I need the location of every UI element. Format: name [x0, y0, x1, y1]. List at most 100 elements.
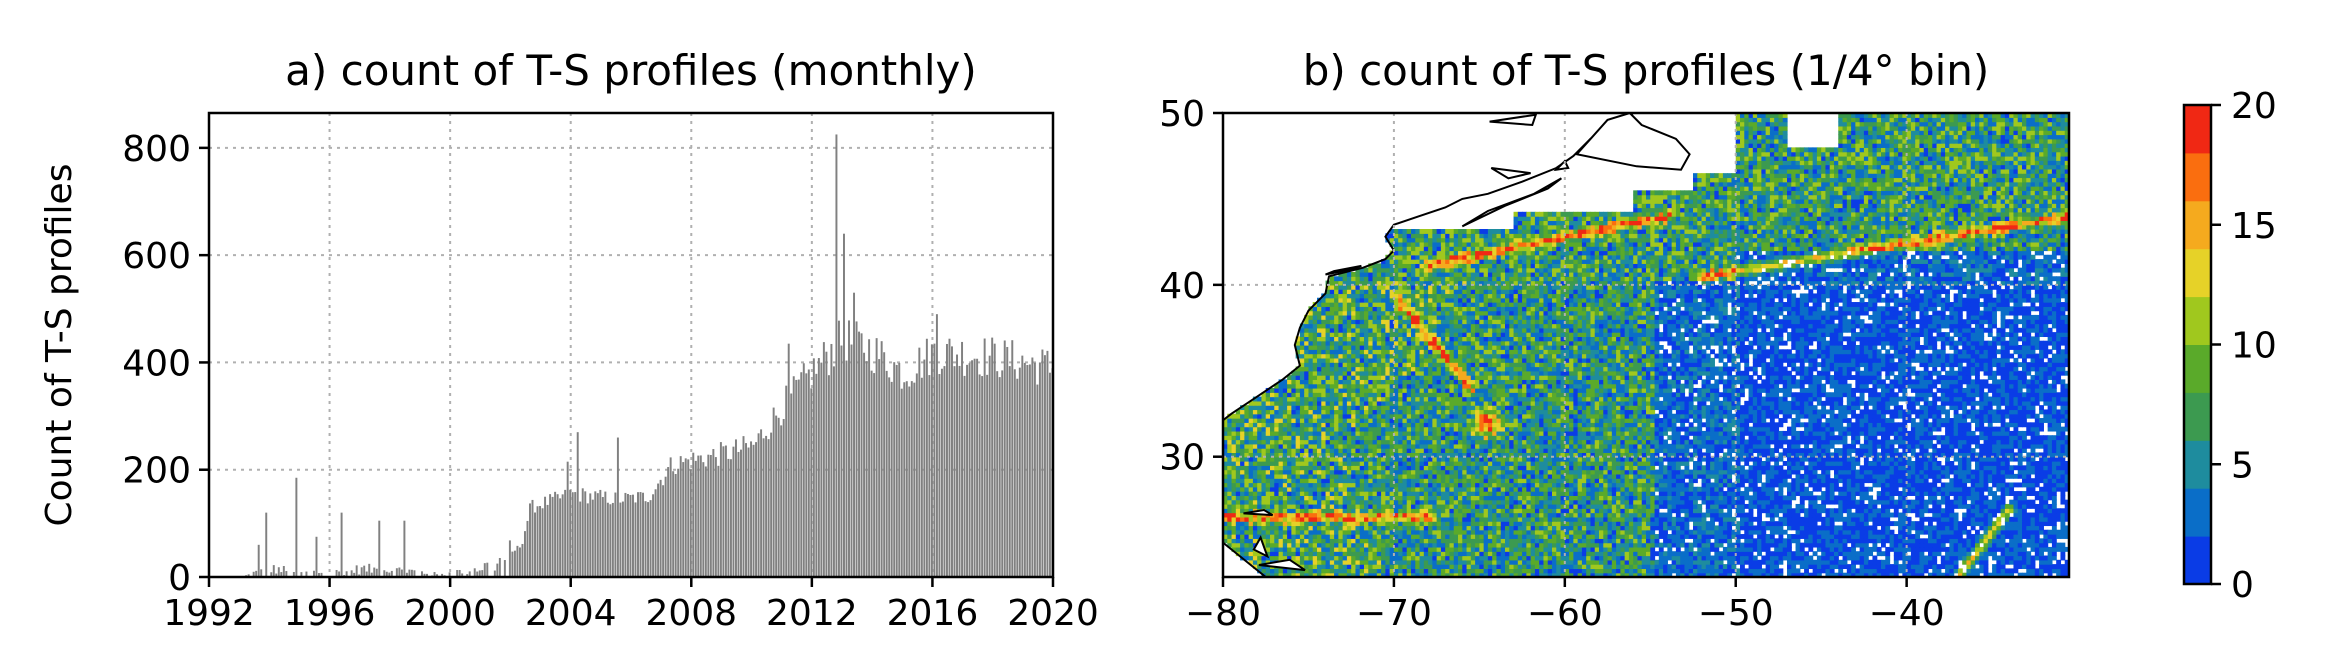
- panel-b-cell: [1885, 538, 1891, 544]
- panel-b-cell: [1996, 478, 2002, 484]
- panel-a-bar: [750, 441, 753, 577]
- panel-b-cell: [2064, 559, 2069, 565]
- panel-b-cell: [1342, 465, 1348, 471]
- panel-b-cell: [1996, 568, 2002, 574]
- panel-b-cell: [1748, 568, 1754, 574]
- panel-b-cell: [1688, 559, 1694, 565]
- panel-b-cell: [1599, 564, 1604, 570]
- panel-b-cell: [1594, 469, 1600, 475]
- panel-b-cell: [1885, 525, 1891, 531]
- panel-b-cell: [1752, 572, 1758, 577]
- panel-b-cell: [1932, 572, 1938, 577]
- panel-b-cell: [1509, 551, 1515, 557]
- panel-b-cell: [1231, 525, 1237, 531]
- panel-b-cell: [1577, 564, 1583, 570]
- panel-b-cell: [1718, 542, 1724, 548]
- panel-b-cell: [1398, 482, 1404, 488]
- panel-b-cell: [1599, 572, 1604, 577]
- panel-b-cell: [1774, 564, 1780, 570]
- panel-b-cell: [1436, 555, 1442, 561]
- panel-b-cell: [2004, 503, 2010, 509]
- panel-b-cell: [1282, 465, 1288, 471]
- panel-b-cell: [1705, 572, 1711, 577]
- panel-b-cell: [1235, 482, 1241, 488]
- panel-a-bar: [574, 492, 577, 577]
- panel-b-cell: [1628, 555, 1634, 561]
- panel-b-cell: [1334, 499, 1339, 505]
- panel-b-cell: [1821, 542, 1827, 548]
- panel-b-cell: [1244, 478, 1250, 484]
- panel-b-cell: [1419, 499, 1425, 505]
- panel-b-cell: [1684, 503, 1690, 509]
- panel-b-cell: [1996, 503, 2002, 509]
- panel-b-cell: [1479, 534, 1485, 539]
- panel-b-cell: [1671, 473, 1677, 479]
- panel-b-cell: [1881, 572, 1886, 577]
- panel-b-cell: [1787, 508, 1792, 514]
- panel-b-cell: [1325, 572, 1331, 577]
- panel-b-cell: [1487, 538, 1493, 544]
- panel-b-cell: [1466, 555, 1472, 561]
- panel-b-cell: [1223, 525, 1228, 531]
- panel-b-cell: [1338, 503, 1344, 509]
- panel-b-cell: [1868, 564, 1874, 570]
- panel-b-cell: [1611, 559, 1617, 565]
- panel-b-cell: [1423, 503, 1429, 509]
- panel-b-cell: [1317, 482, 1322, 488]
- panel-b-cell: [1987, 512, 1993, 518]
- panel-b-cell: [2013, 542, 2019, 548]
- panel-b-cell: [1616, 525, 1621, 531]
- panel-b-cell: [1552, 495, 1557, 501]
- panel-b: b) count of T-S profiles (1/4° bin) −80−…: [1159, 46, 2071, 634]
- panel-b-cell: [1795, 486, 1801, 492]
- panel-b-cell: [1470, 473, 1476, 479]
- panel-b-cell: [1359, 555, 1365, 561]
- panel-b-cell: [1953, 546, 1959, 552]
- panel-b-cell: [1727, 529, 1733, 535]
- panel-b-cell: [1282, 542, 1288, 548]
- panel-b-cell: [1718, 525, 1724, 531]
- panel-b-cell: [1962, 482, 1968, 488]
- panel-a-bar: [971, 360, 974, 577]
- panel-b-cell: [1291, 551, 1297, 557]
- panel-b-cell: [1936, 525, 1942, 531]
- panel-b-cell: [1983, 534, 1989, 539]
- panel-a-bar: [825, 351, 828, 577]
- panel-b-cell: [1637, 555, 1643, 561]
- panel-a-xtick-label: 2020: [1007, 593, 1099, 634]
- panel-b-cell: [1534, 534, 1540, 539]
- panel-b-cell: [1487, 555, 1493, 561]
- panel-b-cell: [1227, 534, 1233, 539]
- panel-b-cell: [1855, 516, 1861, 522]
- panel-b-cell: [1838, 473, 1844, 479]
- panel-b-cell: [1727, 572, 1733, 577]
- panel-b-cell: [1522, 512, 1527, 518]
- panel-b-cell: [1304, 572, 1310, 577]
- panel-b-cell: [2026, 469, 2032, 475]
- panel-b-cell: [1270, 516, 1275, 522]
- panel-b-cell: [1492, 516, 1498, 522]
- panel-b-cell: [1453, 568, 1459, 574]
- panel-b-cell: [1304, 486, 1310, 492]
- panel-b-cell: [1423, 542, 1429, 548]
- panel-b-cell: [1624, 495, 1630, 501]
- panel-b-cell: [1650, 551, 1656, 557]
- panel-b-cell: [1440, 555, 1446, 561]
- panel-b-cell: [2017, 473, 2023, 479]
- panel-b-cell: [1304, 491, 1310, 496]
- panel-b-cell: [2056, 516, 2062, 522]
- panel-b-cell: [1957, 482, 1963, 488]
- panel-b-cell: [2064, 546, 2069, 552]
- panel-a-bar: [662, 485, 665, 577]
- panel-b-cell: [1898, 521, 1903, 527]
- panel-b-cell: [1329, 491, 1335, 496]
- panel-b-cell: [1885, 564, 1891, 570]
- panel-b-cell: [1684, 525, 1690, 531]
- panel-b-cell: [1962, 572, 1968, 577]
- panel-b-cell: [1406, 521, 1412, 527]
- panel-b-cell: [1381, 516, 1386, 522]
- panel-b-cell: [1270, 491, 1275, 496]
- panel-b-cell: [1231, 469, 1237, 475]
- panel-b-cell: [1881, 534, 1886, 539]
- panel-b-cell: [1406, 486, 1412, 492]
